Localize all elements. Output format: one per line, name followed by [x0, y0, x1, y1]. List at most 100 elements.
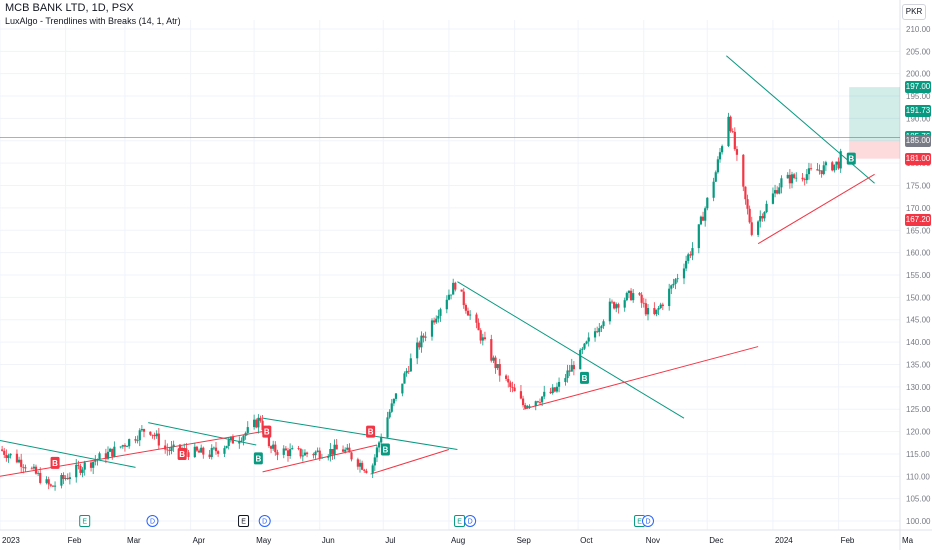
candle-body — [333, 444, 336, 455]
candle-body — [466, 310, 470, 316]
candle-body — [519, 391, 523, 399]
candle-body — [123, 445, 127, 447]
candle-body — [312, 454, 315, 456]
candle-body — [403, 373, 406, 384]
candle-body — [557, 381, 561, 387]
y-tick-label: 110.00 — [906, 472, 930, 481]
candle-body — [733, 131, 736, 150]
candle-body — [422, 335, 425, 338]
candle-body — [246, 427, 249, 433]
candle-body — [39, 472, 42, 483]
y-tick-label: 205.00 — [906, 47, 931, 56]
candle-body — [125, 446, 129, 448]
y-tick-label: 120.00 — [906, 428, 931, 437]
signal-label: B — [582, 374, 588, 383]
candle-body — [430, 320, 434, 337]
x-tick-label: Oct — [580, 536, 593, 545]
x-tick-label: 2023 — [2, 536, 20, 545]
candle-body — [608, 301, 611, 322]
candle-body — [655, 309, 658, 315]
signal-label: B — [383, 445, 389, 454]
candle-body — [24, 467, 27, 469]
candle-body — [509, 382, 512, 387]
candle-body — [335, 444, 338, 450]
candle-body — [579, 349, 582, 370]
x-tick-label: Feb — [68, 536, 82, 545]
y-tick-label: 130.00 — [906, 383, 931, 392]
price-tag: 197.00 — [905, 81, 931, 94]
candle-body — [32, 466, 35, 469]
candle-body — [602, 321, 605, 327]
candle-body — [780, 178, 783, 188]
candle-body — [195, 446, 199, 451]
currency-button[interactable]: PKR — [902, 4, 926, 20]
candle-body — [291, 448, 294, 450]
y-tick-label: 165.00 — [906, 226, 931, 235]
candle-body — [113, 446, 116, 457]
candle-body — [350, 452, 353, 460]
y-tick-label: 170.00 — [906, 204, 931, 213]
candle-body — [242, 435, 245, 441]
candle-body — [231, 436, 235, 444]
candle-body — [809, 168, 813, 170]
candle-body — [329, 448, 332, 457]
candle-body — [437, 315, 440, 319]
candle-body — [610, 301, 614, 303]
candle-body — [418, 342, 421, 348]
candle-body — [358, 462, 362, 467]
candle-body — [513, 387, 516, 392]
candle-body — [284, 448, 287, 451]
candle-body — [223, 448, 226, 454]
candle-body — [469, 314, 472, 316]
support-trendline — [522, 346, 759, 410]
candle-body — [640, 294, 643, 303]
candle-body — [401, 383, 404, 394]
bull-break-signal — [846, 152, 856, 165]
candle-body — [149, 431, 152, 435]
candle-body — [197, 450, 201, 453]
candle-body — [373, 457, 376, 466]
candle-body — [623, 300, 626, 308]
candle-body — [375, 447, 379, 458]
loss-zone — [849, 140, 900, 159]
y-tick-label: 100.00 — [906, 517, 931, 526]
candle-body — [433, 320, 436, 323]
candle-body — [524, 405, 527, 408]
candle-body — [416, 342, 419, 359]
candle-body — [536, 401, 539, 403]
candle-body — [157, 433, 160, 446]
candle-body — [1, 449, 4, 451]
candle-body — [98, 453, 101, 460]
indicator-legend[interactable]: LuxAlgo - Trendlines with Breaks (14, 1,… — [5, 16, 181, 26]
dividend-event-icon — [146, 515, 159, 527]
candle-body — [568, 370, 571, 372]
candle-body — [111, 448, 114, 457]
y-tick-label: 155.00 — [906, 271, 931, 280]
resistance-trendline — [262, 417, 458, 450]
bear-break-signal — [366, 425, 376, 438]
y-tick-label: 135.00 — [906, 360, 931, 369]
y-tick-label: 210.00 — [906, 25, 931, 34]
candle-body — [629, 290, 633, 301]
candle-body — [587, 337, 590, 342]
candle-body — [646, 308, 650, 315]
candle-body — [793, 174, 796, 178]
candle-body — [483, 337, 487, 340]
candle-body — [128, 439, 131, 447]
candle-body — [596, 331, 599, 333]
candle-body — [731, 131, 734, 132]
candle-body — [553, 387, 556, 392]
signal-label: B — [368, 428, 374, 437]
bear-break-signal — [262, 425, 272, 438]
candle-body — [593, 331, 597, 338]
candle-body — [297, 448, 300, 449]
candle-body — [318, 450, 321, 459]
dividend-event-icon — [642, 515, 654, 527]
candle-body — [49, 484, 52, 486]
candle-body — [60, 475, 63, 486]
y-tick-label: 160.00 — [906, 249, 931, 258]
support-trendline — [757, 173, 875, 245]
candle-body — [625, 293, 628, 301]
candle-body — [66, 478, 69, 480]
